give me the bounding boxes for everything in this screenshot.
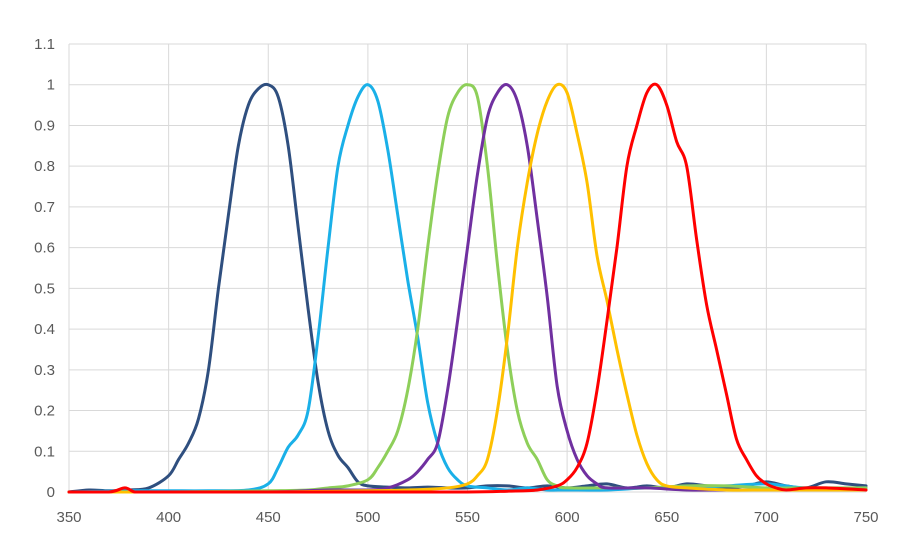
series-line-3 — [67, 82, 868, 494]
y-tick-label: 0.6 — [34, 240, 55, 257]
x-tick-label: 400 — [156, 509, 181, 526]
series-layer — [67, 82, 868, 494]
axis-tick-labels: 0 0.1 0.2 0.3 0.4 0.5 0.6 0.7 0.8 0.9 1 1.1 350 400 45… — [34, 36, 878, 526]
grid-layer — [68, 43, 867, 493]
x-tick-label: 700 — [754, 509, 779, 526]
y-tick-label: 0.5 — [34, 280, 55, 297]
y-tick-label: 1 — [47, 77, 55, 94]
y-tick-label: 0.1 — [34, 443, 55, 460]
y-tick-label: 0.7 — [34, 199, 55, 216]
x-tick-label: 450 — [256, 509, 281, 526]
x-tick-label: 650 — [654, 509, 679, 526]
series-line-5 — [67, 82, 868, 494]
series-line-1 — [67, 83, 868, 494]
x-tick-label: 350 — [56, 509, 81, 526]
x-tick-label: 750 — [853, 509, 878, 526]
y-tick-label: 0.9 — [34, 117, 55, 134]
y-tick-label: 0.4 — [34, 321, 55, 338]
series-line-4 — [67, 82, 868, 494]
x-tick-label: 550 — [455, 509, 480, 526]
x-tick-label: 500 — [355, 509, 380, 526]
y-tick-label: 0.2 — [34, 403, 55, 420]
y-tick-label: 0 — [47, 484, 55, 501]
y-tick-label: 0.8 — [34, 158, 55, 175]
y-tick-label: 1.1 — [34, 36, 55, 53]
x-tick-label: 600 — [555, 509, 580, 526]
y-tick-label: 0.3 — [34, 362, 55, 379]
